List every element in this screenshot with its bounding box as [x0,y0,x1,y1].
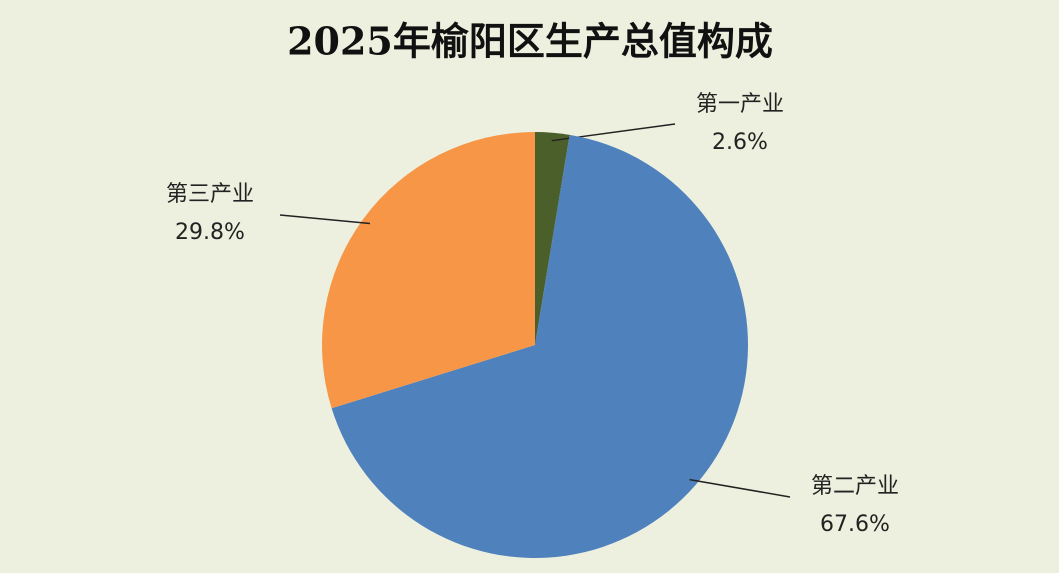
pie-slice [322,132,535,409]
slice-label: 第一产业 [696,92,784,117]
value-label: 67.6% [820,512,890,537]
pie-slice [535,132,570,345]
chart-title: 2025年榆阳区生产总值构成 [287,19,773,64]
pie-slice [331,134,748,559]
value-label: 29.8% [175,220,245,245]
value-label: 2.6% [712,130,768,155]
leader-line [279,214,370,225]
leader-line [689,478,791,498]
slice-label: 第二产业 [811,474,899,499]
slice-label: 第三产业 [166,182,254,207]
